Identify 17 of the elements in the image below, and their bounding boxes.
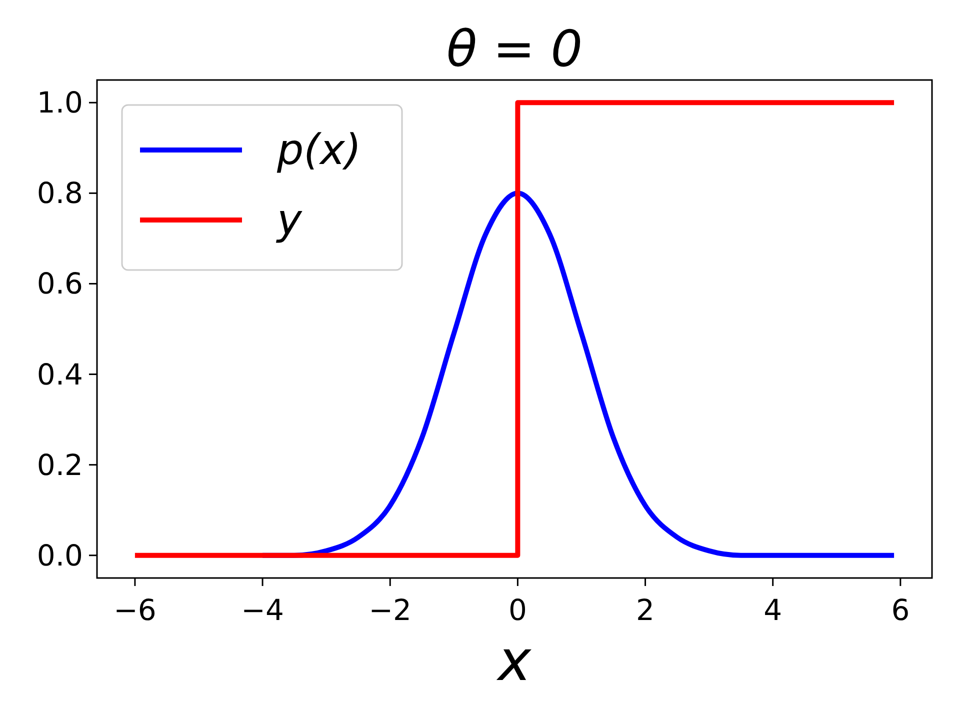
x-tick-label: −6 [114, 593, 156, 627]
x-tick-label: 2 [636, 593, 654, 627]
chart-title: θ = 0 [446, 20, 583, 78]
y-tick-label: 0.6 [36, 266, 83, 301]
x-axis-title: x [496, 629, 532, 694]
legend-label: y [275, 195, 303, 244]
y-tick-label: 0.2 [36, 448, 83, 482]
x-tick-label: 6 [891, 593, 910, 627]
x-tick-label: −4 [241, 593, 284, 627]
x-tick-label: 0 [508, 593, 527, 627]
x-tick-label: 4 [764, 593, 782, 627]
y-tick-label: 0.8 [36, 176, 83, 210]
x-tick-label: −2 [368, 593, 412, 627]
legend-label: p(x) [276, 125, 362, 174]
y-tick-label: 0.4 [36, 357, 83, 392]
y-tick-label: 0.0 [36, 538, 83, 572]
y-tick-label: 1.0 [36, 86, 83, 120]
